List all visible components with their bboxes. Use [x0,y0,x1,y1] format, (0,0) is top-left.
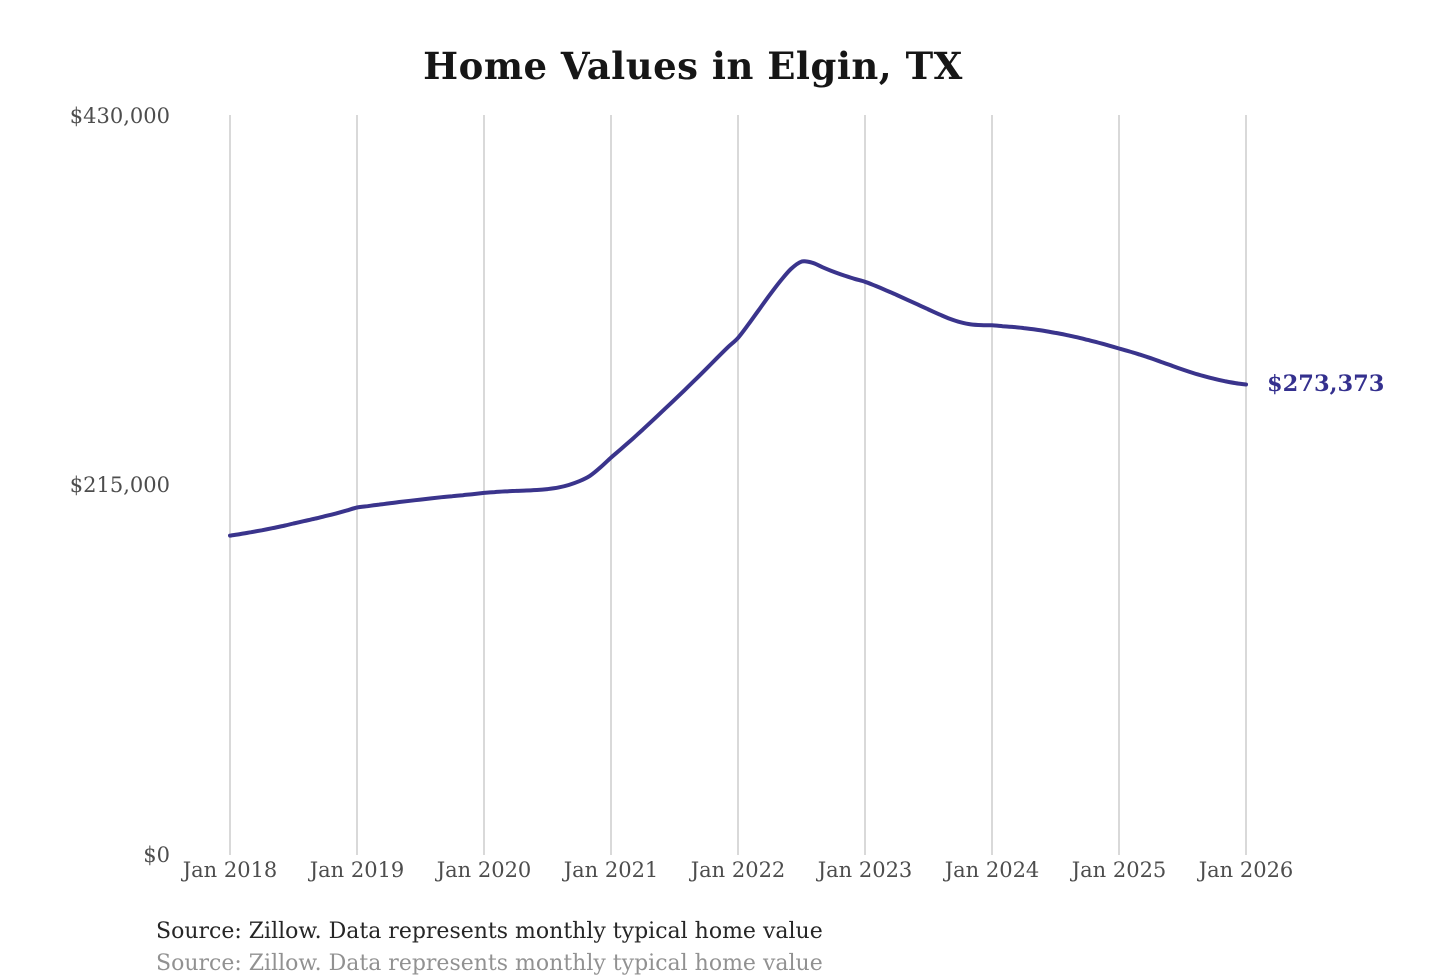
y-axis-tick-430000: $430,000 [69,104,170,128]
latest-value-label: $273,373 [1267,371,1385,397]
x-axis-tick-jan-2021: Jan 2021 [563,858,659,882]
x-axis-tick-jan-2018: Jan 2018 [182,858,278,882]
x-axis-tick-jan-2020: Jan 2020 [436,858,532,882]
chart-title: Home Values in Elgin, TX [423,44,963,88]
x-axis-tick-jan-2026: Jan 2026 [1198,858,1294,882]
y-axis-tick-0: $0 [143,843,170,867]
home-value-series-line [228,259,1248,538]
clipped-text-line: Source: Zillow. Data represents monthly … [156,951,823,976]
x-axis-tick-jan-2023: Jan 2023 [817,858,913,882]
x-axis-tick-jan-2019: Jan 2019 [309,858,405,882]
source-attribution: Source: Zillow. Data represents monthly … [156,919,823,944]
x-axis-tick-jan-2022: Jan 2022 [690,858,786,882]
x-axis-tick-jan-2025: Jan 2025 [1071,858,1167,882]
y-axis-tick-215000: $215,000 [69,473,170,497]
x-axis-tick-jan-2024: Jan 2024 [944,858,1040,882]
